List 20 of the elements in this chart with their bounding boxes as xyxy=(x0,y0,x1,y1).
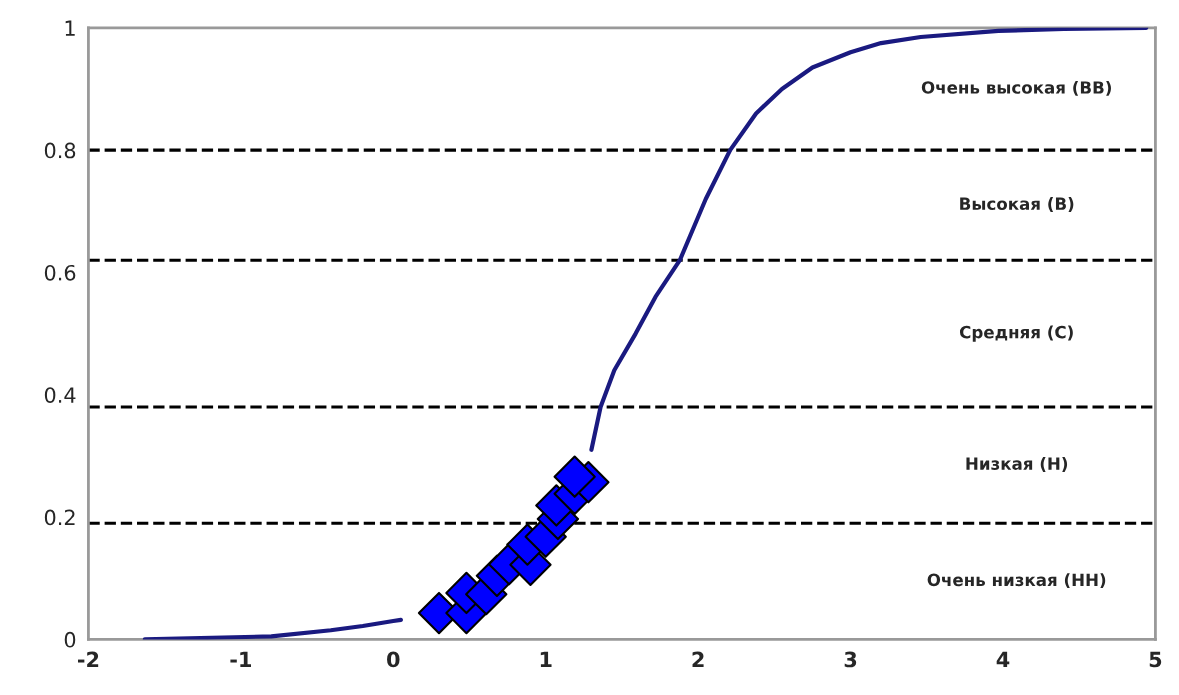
y-tick-label: 1 xyxy=(65,20,75,36)
y-tick-label: 0.4 xyxy=(44,387,76,403)
x-tick-label: 1 xyxy=(540,651,552,668)
x-tick-label: 0 xyxy=(387,651,400,668)
annotation: Низкая (Н) xyxy=(966,457,1068,472)
y-tick-label: 0.8 xyxy=(44,142,76,159)
annotation: Очень высокая (ВВ) xyxy=(921,80,1111,96)
annotation: Средняя (С) xyxy=(959,325,1073,342)
annotation: Высокая (В) xyxy=(960,197,1074,212)
x-tick-label: 2 xyxy=(692,651,704,668)
x-tick-label: 3 xyxy=(844,651,857,668)
y-tick-label: 0 xyxy=(64,631,76,648)
y-tick-label: 0.2 xyxy=(44,509,75,526)
x-tick-label: 5 xyxy=(1149,651,1162,668)
point xyxy=(553,455,596,498)
x-tick-label: -2 xyxy=(77,651,99,668)
x-tick-label: 4 xyxy=(996,651,1010,668)
y-tick-label: 0.6 xyxy=(44,264,76,281)
x-tick-label: -1 xyxy=(230,651,251,668)
annotation: Очень низкая (НН) xyxy=(927,573,1106,589)
